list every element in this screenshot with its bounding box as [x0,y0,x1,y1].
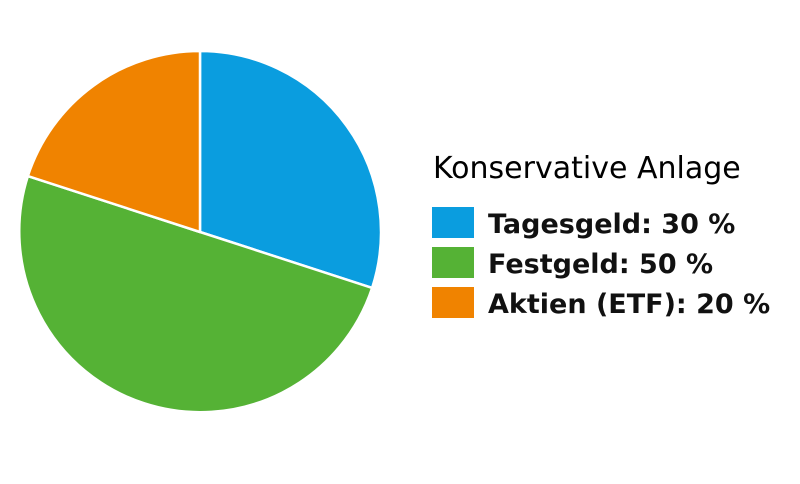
pie-slices [18,49,383,414]
pie-slice-2 [18,174,374,414]
legend-items: Tagesgeld: 30 % Festgeld: 50 % Aktien (ETF… [432,207,770,320]
legend-title: Konservative Anlage [433,151,741,186]
legend: Konservative Anlage Tagesgeld: 30 % Festg… [432,151,770,320]
legend-swatch [432,287,474,318]
legend-item: Tagesgeld: 30 % [432,207,735,240]
legend-swatch [432,247,474,278]
pie-slice-1 [198,49,383,290]
legend-item: Festgeld: 50 % [432,247,713,280]
legend-item: Aktien (ETF): 20 % [432,287,770,320]
legend-swatch [432,207,474,238]
legend-label: Festgeld: 50 % [488,249,713,280]
legend-label: Tagesgeld: 30 % [488,209,735,240]
legend-label: Aktien (ETF): 20 % [488,289,770,320]
pie-slice-3 [26,49,202,234]
